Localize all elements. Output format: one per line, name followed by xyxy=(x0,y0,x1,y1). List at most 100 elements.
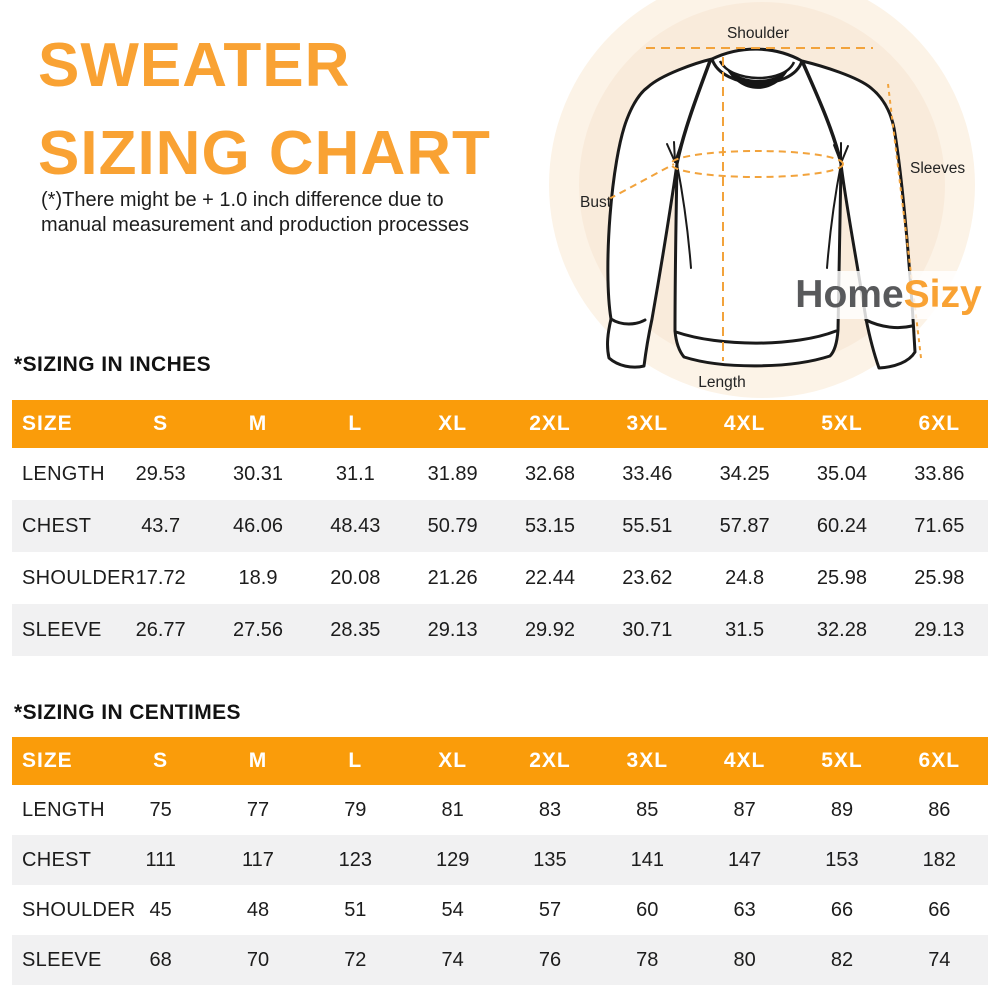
table-header-row: SIZE S M L XL 2XL 3XL 4XL 5XL 6XL xyxy=(12,400,988,448)
size-value: 18.9 xyxy=(238,566,278,589)
disclaimer-text: (*)There might be + 1.0 inch difference … xyxy=(41,188,469,237)
size-value: 53.15 xyxy=(524,514,575,537)
column-header-size: SIZE xyxy=(12,737,112,785)
table-row-chest: CHEST 43.7 46.06 48.43 50.79 53.15 55.51 57.87 6… xyxy=(12,500,988,552)
size-value: 27.56 xyxy=(232,618,284,641)
centimes-section-title: *SIZING IN CENTIMES xyxy=(14,701,241,724)
size-value: 123 xyxy=(338,848,372,871)
length-label: Length xyxy=(698,374,745,391)
column-header-6xl: 6XL xyxy=(890,400,988,448)
row-label: SHOULDER xyxy=(22,898,136,921)
size-value: 153 xyxy=(825,848,859,871)
size-value: 26.77 xyxy=(135,618,186,641)
column-header-4xl: 4XL xyxy=(695,400,794,448)
size-value: 20.08 xyxy=(330,566,381,589)
size-value: 89 xyxy=(830,798,854,821)
page-title: SWEATER SIZING CHART xyxy=(38,22,491,198)
size-value: 33.86 xyxy=(914,462,965,485)
size-value: 31.89 xyxy=(427,462,478,485)
size-value: 82 xyxy=(830,948,854,971)
size-value: 83 xyxy=(538,798,562,821)
size-value: 66 xyxy=(830,898,854,921)
size-value: 182 xyxy=(922,848,956,871)
size-value: 117 xyxy=(242,848,274,871)
row-label: SHOULDER xyxy=(22,566,136,589)
size-value: 147 xyxy=(727,848,762,871)
size-value: 85 xyxy=(636,798,659,821)
size-value: 29.13 xyxy=(914,618,965,641)
column-header-s: S xyxy=(112,737,210,785)
size-value: 57 xyxy=(538,898,562,921)
table-row-shoulder: SHOULDER 17.72 18.9 20.08 21.26 22.44 23.62 24.… xyxy=(12,552,988,604)
size-value: 55.51 xyxy=(622,514,673,537)
size-value: 31.1 xyxy=(335,462,375,485)
column-header-m: M xyxy=(209,400,307,448)
size-value: 32.68 xyxy=(524,462,575,485)
size-value: 72 xyxy=(344,948,367,971)
size-value: 29.53 xyxy=(135,462,186,485)
column-header-l: L xyxy=(306,400,404,448)
size-value: 45 xyxy=(149,898,172,921)
size-value: 34.25 xyxy=(719,462,770,485)
sweater-diagram: Shoulder Sleeves Bust Length Home Sizy xyxy=(0,0,1000,400)
size-value: 86 xyxy=(928,798,951,821)
column-header-6xl: 6XL xyxy=(890,737,988,785)
column-header-s: S xyxy=(112,400,210,448)
column-header-4xl: 4XL xyxy=(695,737,794,785)
table-row-sleeve: SLEEVE 26.77 27.56 28.35 29.13 29.92 30.71 31.5… xyxy=(12,604,988,656)
size-value: 33.46 xyxy=(622,462,673,485)
column-header-xl: XL xyxy=(403,400,502,448)
size-value: 70 xyxy=(246,948,270,971)
bust-pointer-line xyxy=(608,163,675,200)
column-header-2xl: 2XL xyxy=(501,400,599,448)
bust-label: Bust xyxy=(580,194,612,211)
size-value: 57.87 xyxy=(719,514,770,537)
table-row-chest: CHEST 111 117 123 129 135 141 147 153 182 xyxy=(12,835,988,885)
size-value: 17.72 xyxy=(135,566,186,589)
size-value: 111 xyxy=(145,848,176,871)
raglan-seam-right xyxy=(801,61,843,165)
size-value: 71.65 xyxy=(914,514,965,537)
row-label: LENGTH xyxy=(22,798,105,821)
sweater-illustration: Shoulder Sleeves Bust Length xyxy=(549,0,975,398)
armpit-creases xyxy=(666,141,849,269)
size-value: 31.5 xyxy=(725,618,765,641)
sleeves-label: Sleeves xyxy=(910,160,965,177)
column-header-xl: XL xyxy=(403,737,502,785)
section-sizing-centimes: *SIZING IN CENTIMES SIZE S M L XL 2XL 3XL 4XL 5X… xyxy=(12,700,988,985)
size-value: 77 xyxy=(246,798,270,821)
row-label: SLEEVE xyxy=(22,948,102,971)
size-value: 76 xyxy=(538,948,562,971)
size-value: 43.7 xyxy=(141,514,181,537)
column-header-3xl: 3XL xyxy=(598,400,696,448)
page-title-line1: SWEATER xyxy=(38,31,351,100)
column-header-m: M xyxy=(209,737,307,785)
bust-ellipse xyxy=(670,150,844,178)
size-value: 75 xyxy=(149,798,172,821)
size-value: 35.04 xyxy=(816,462,867,485)
homesizy-logo: Home Sizy xyxy=(789,271,988,319)
table-row-length: LENGTH 29.53 30.31 31.1 31.89 32.68 33.46 34.25… xyxy=(12,448,988,500)
size-value: 23.62 xyxy=(622,566,673,589)
disclaimer-line1: (*)There might be + 1.0 inch difference … xyxy=(41,189,444,211)
table-header-row: SIZE S M L XL 2XL 3XL 4XL 5XL 6XL xyxy=(12,737,988,785)
table-row-length: LENGTH 75 77 79 81 83 85 87 89 86 xyxy=(12,785,988,835)
collar-shadow xyxy=(724,64,791,89)
size-value: 54 xyxy=(441,898,464,921)
page-title-line2: SIZING CHART xyxy=(38,119,491,189)
size-value: 80 xyxy=(733,948,756,971)
section-sizing-inches: *SIZING IN INCHES SIZE S M L XL 2XL 3XL 4XL 5XL 6… xyxy=(12,352,988,656)
size-value: 51 xyxy=(344,898,367,921)
size-value: 63 xyxy=(733,898,756,921)
row-label: SLEEVE xyxy=(22,618,102,641)
rib-lines xyxy=(609,317,914,345)
size-value: 25.98 xyxy=(914,566,965,589)
size-value: 48.43 xyxy=(330,514,381,537)
size-value: 74 xyxy=(928,948,951,971)
shoulder-label: Shoulder xyxy=(727,25,789,42)
size-value: 30.71 xyxy=(622,618,673,641)
measurement-lines xyxy=(608,47,922,361)
size-value: 46.06 xyxy=(232,514,284,537)
size-value: 29.13 xyxy=(427,618,478,641)
size-value: 135 xyxy=(533,848,567,871)
